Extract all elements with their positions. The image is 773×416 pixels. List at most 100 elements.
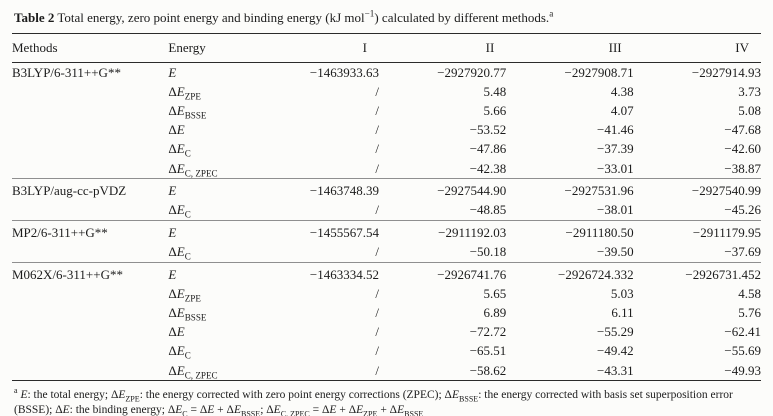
value-cell: −41.46 [597, 122, 634, 138]
text-segment: = Δ [309, 404, 330, 416]
column-header-methods: Methods [12, 33, 169, 63]
text-segment: : the energy corrected with zero point e… [139, 389, 452, 402]
energy-symbol: E [168, 64, 177, 80]
energy-delta: Δ [168, 362, 177, 378]
table-title: Table 2 Total energy, zero point energy … [12, 8, 761, 33]
text-segment: E [175, 404, 183, 416]
value-cell: 5.76 [738, 305, 761, 321]
column-header-energy: Energy [168, 33, 252, 63]
text-segment: C [182, 409, 188, 416]
energy-delta: Δ [168, 83, 177, 99]
table-row: ΔEBSSE / 5.66 4.07 5.08 [12, 101, 761, 120]
table-body: B3LYP/6-311++G** E −1463933.63 −2927920.77 −… [12, 63, 761, 381]
value-cell: −55.69 [724, 343, 761, 359]
energy-label-cell: ΔEZPE [168, 284, 251, 303]
table-row: B3LYP/6-311++G** E −1463933.63 −2927920.77 −… [12, 63, 761, 83]
value-cell: 4.07 [610, 102, 634, 118]
value-cell: −2911180.50 [506, 219, 634, 243]
energy-subscript: C [184, 209, 191, 220]
value-cell: −37.69 [724, 244, 761, 260]
method-cell [12, 284, 168, 303]
energy-subscript: C [184, 351, 191, 362]
energy-subscript: BSSE [184, 110, 207, 121]
value-cell: / [375, 324, 379, 340]
table-row: B3LYP/aug-cc-pVDZ E −1463748.39 −2927544.90… [12, 178, 761, 201]
value-cell: −1455567.54 [251, 219, 379, 243]
energy-delta: Δ [168, 202, 177, 218]
energy-delta: Δ [168, 324, 177, 340]
text-segment: + Δ [336, 404, 357, 416]
table-row: ΔEC, ZPEC / −42.38 −33.01 −38.87 [12, 159, 761, 179]
table-row: ΔE / −53.52 −41.46 −47.68 [12, 121, 761, 140]
table-row: ΔEC / −65.51 −49.42 −55.69 [12, 342, 761, 361]
text-segment: : the energy corrected with basis set su… [14, 389, 733, 416]
text-segment: ZPE [363, 409, 378, 416]
column-header-ii: II [378, 33, 507, 63]
value-cell: 6.11 [611, 305, 634, 321]
table-row: ΔEZPE / 5.65 5.03 4.58 [12, 284, 761, 303]
value-cell: −2911179.95 [633, 219, 761, 243]
energy-label-cell: ΔEBSSE [168, 101, 251, 120]
method-cell: B3LYP/6-311++G** [12, 64, 121, 80]
value-cell: −42.38 [469, 160, 507, 176]
text-segment: E [118, 389, 126, 402]
energy-label-cell: ΔE [168, 121, 251, 140]
energy-label-cell: ΔEC [168, 140, 251, 159]
value-cell: −38.87 [724, 160, 761, 176]
energy-delta: Δ [168, 122, 177, 138]
text-segment: ) calculated by different methods. [374, 10, 550, 25]
value-cell: / [375, 160, 379, 176]
method-cell [12, 323, 168, 342]
value-cell: −53.52 [469, 122, 507, 138]
table-row: M062X/6-311++G** E −1463334.52 −2926741.76−… [12, 261, 761, 285]
text-segment: E [273, 404, 281, 416]
value-cell: −2927920.77 [437, 64, 507, 80]
energy-symbol: E [176, 362, 185, 378]
method-cell [12, 243, 168, 263]
value-cell: / [375, 102, 379, 118]
table-row: ΔEZPE / 5.48 4.38 3.73 [12, 82, 761, 101]
value-cell: −49.93 [724, 362, 761, 378]
energy-symbol: E [168, 266, 177, 282]
energy-label-cell: ΔEC, ZPEC [168, 361, 251, 381]
energy-subscript: ZPE [184, 293, 201, 304]
energy-subscript: C, ZPEC [184, 370, 218, 381]
text-segment: E [207, 404, 215, 416]
value-cell: / [375, 83, 379, 99]
value-cell: −2927908.71 [564, 64, 634, 80]
value-cell: −33.01 [597, 160, 634, 176]
value-cell: −2926741.76 [378, 261, 507, 285]
header-row: Methods Energy I II III IV [12, 33, 761, 63]
table-row: ΔE / −72.72 −55.29 −62.41 [12, 323, 761, 342]
value-cell: −42.60 [724, 141, 761, 157]
energy-subscript: ZPE [184, 91, 201, 102]
value-cell: −72.72 [469, 324, 507, 340]
text-segment: = Δ [187, 404, 208, 416]
method-cell: M062X/6-311++G** [12, 261, 169, 285]
energy-label-cell: E [168, 178, 252, 201]
value-cell: −2927914.93 [691, 64, 761, 80]
value-cell: −1463334.52 [251, 261, 379, 285]
value-cell: 5.03 [610, 285, 634, 301]
value-cell: 4.38 [610, 83, 634, 99]
text-segment: Total energy, zero point energy and bind… [54, 10, 365, 25]
energy-label-cell: ΔE [168, 323, 251, 342]
method-cell [12, 82, 168, 101]
energy-delta: Δ [168, 102, 177, 118]
method-cell [12, 361, 168, 381]
table-row: ΔEC, ZPEC / −58.62 −43.31 −49.93 [12, 361, 761, 381]
value-cell: / [375, 285, 379, 301]
value-cell: −43.31 [597, 362, 634, 378]
value-cell: −55.29 [597, 324, 634, 340]
text-segment: + Δ [377, 404, 398, 416]
energy-symbol: E [176, 305, 185, 321]
text-segment: C, ZPEC [280, 409, 310, 416]
energy-label-cell: ΔEC, ZPEC [168, 159, 251, 179]
text-segment: E [356, 404, 364, 416]
table-row: ΔEC / −48.85 −38.01 −45.26 [12, 201, 761, 221]
energy-symbol: E [176, 122, 185, 138]
value-cell: / [375, 141, 379, 157]
value-cell: 4.58 [738, 285, 761, 301]
column-header-iv: IV [633, 33, 761, 63]
table-row: ΔEC / −47.86 −37.39 −42.60 [12, 140, 761, 159]
